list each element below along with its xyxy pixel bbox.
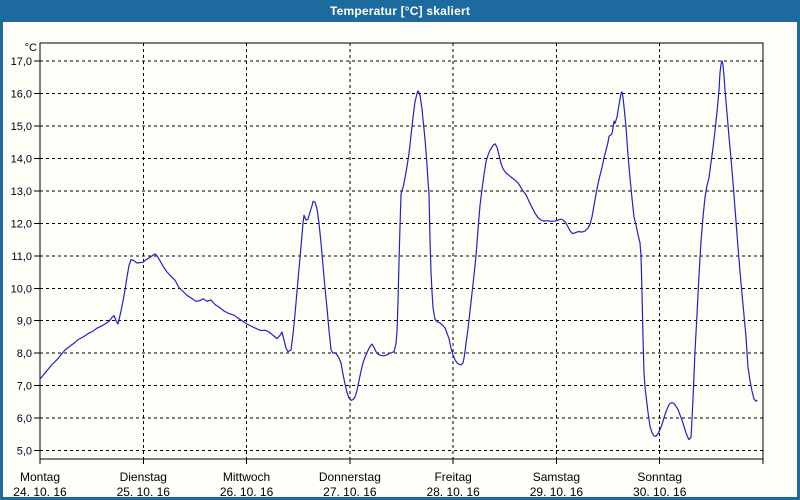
svg-text:16,0: 16,0 (11, 88, 32, 100)
svg-text:Montag: Montag (20, 470, 60, 484)
svg-text:Sonntag: Sonntag (637, 470, 682, 484)
svg-text:Freitag: Freitag (434, 470, 471, 484)
chart-area: 5,0 6,0 7,0 8,0 9,0 10,0 11,0 12,0 13,0 14,0 15,0 1… (3, 22, 797, 497)
svg-text:°C: °C (25, 42, 37, 54)
svg-text:25. 10. 16: 25. 10. 16 (117, 485, 171, 497)
svg-text:15,0: 15,0 (11, 121, 32, 133)
svg-text:6,0: 6,0 (17, 413, 32, 425)
svg-text:Samstag: Samstag (533, 470, 580, 484)
svg-text:17,0: 17,0 (11, 56, 32, 68)
svg-text:14,0: 14,0 (11, 153, 32, 165)
svg-text:Donnerstag: Donnerstag (319, 470, 381, 484)
svg-text:Mittwoch: Mittwoch (223, 470, 270, 484)
svg-text:10,0: 10,0 (11, 283, 32, 295)
svg-text:24. 10. 16: 24. 10. 16 (13, 485, 67, 497)
svg-text:28. 10. 16: 28. 10. 16 (426, 485, 480, 497)
svg-text:5,0: 5,0 (17, 446, 32, 458)
svg-text:Dienstag: Dienstag (120, 470, 167, 484)
svg-text:27. 10. 16: 27. 10. 16 (323, 485, 377, 497)
svg-text:12,0: 12,0 (11, 218, 32, 230)
temperature-chart: 5,0 6,0 7,0 8,0 9,0 10,0 11,0 12,0 13,0 14,0 15,0 1… (11, 42, 764, 497)
svg-text:30. 10. 16: 30. 10. 16 (633, 485, 687, 497)
window-title: Temperatur [°C] skaliert (329, 4, 471, 18)
svg-text:8,0: 8,0 (17, 348, 32, 360)
svg-text:26. 10. 16: 26. 10. 16 (220, 485, 274, 497)
svg-text:29. 10. 16: 29. 10. 16 (530, 485, 584, 497)
svg-text:9,0: 9,0 (17, 316, 32, 328)
svg-text:13,0: 13,0 (11, 186, 32, 198)
window-title-bar: Temperatur [°C] skaliert (0, 0, 800, 22)
svg-text:7,0: 7,0 (17, 381, 32, 393)
svg-text:11,0: 11,0 (11, 251, 32, 263)
